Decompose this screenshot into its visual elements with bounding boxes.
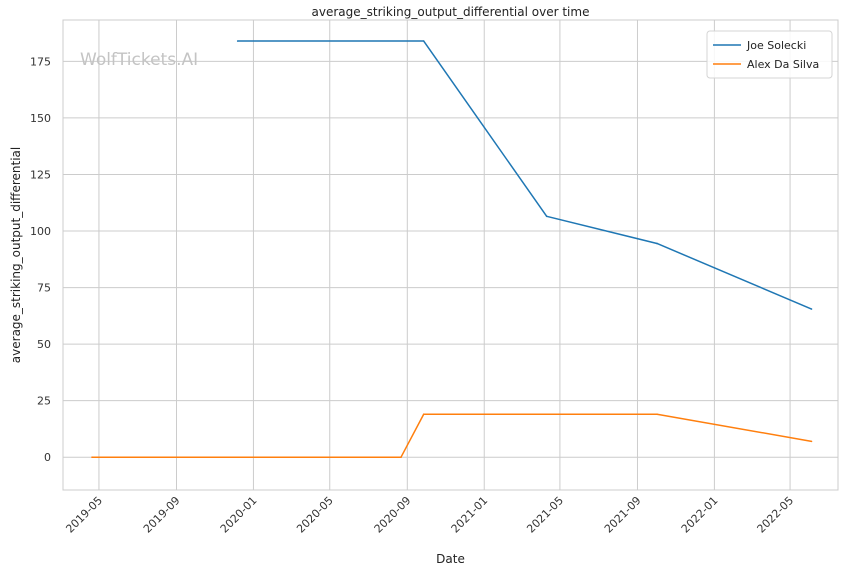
series-line-alex-da-silva — [92, 413, 812, 458]
data-point-alex-da-silva-3 — [656, 413, 658, 416]
legend: Joe Solecki Alex Da Silva — [706, 30, 833, 79]
x-tick-label-2022-05: 2022-05 — [754, 494, 796, 536]
x-axis-title: Date — [436, 552, 465, 566]
data-point-joe-solecki-3 — [656, 242, 658, 245]
plot-frame — [62, 19, 839, 491]
watermark: WolfTickets.AI — [80, 50, 198, 70]
data-point-alex-da-silva-0 — [91, 456, 93, 459]
tick-labels: 2019-05 2019-09 2020-01 2020-05 2020-09 2021-… — [30, 55, 796, 535]
x-tick-label-2021-05: 2021-05 — [524, 494, 566, 536]
data-point-joe-solecki-2 — [545, 215, 548, 218]
y-tick-label-175: 175 — [30, 55, 51, 68]
x-tick-label-2021-01: 2021-01 — [449, 494, 491, 536]
x-tick-label-2020-05: 2020-05 — [294, 494, 336, 536]
x-tick-label-2019-05: 2019-05 — [63, 494, 105, 536]
y-tick-label-0: 0 — [44, 451, 51, 464]
legend-label-joe-solecki: Joe Solecki — [746, 39, 806, 52]
x-tick-label-2022-01: 2022-01 — [679, 494, 721, 536]
grid — [63, 20, 838, 490]
y-axis-title: average_striking_output_differential — [9, 147, 23, 363]
data-point-alex-da-silva-1 — [400, 456, 402, 459]
data-point-alex-da-silva-2 — [422, 413, 425, 416]
y-tick-label-50: 50 — [37, 338, 51, 351]
series-layer — [91, 40, 813, 459]
x-tick-label-2021-09: 2021-09 — [602, 494, 644, 536]
data-point-joe-solecki-0 — [236, 40, 239, 42]
legend-box — [706, 30, 833, 79]
series-line-joe-solecki — [237, 40, 812, 310]
data-point-joe-solecki-4 — [810, 308, 813, 310]
y-tick-label-150: 150 — [30, 112, 51, 125]
y-tick-label-25: 25 — [37, 395, 51, 408]
x-tick-label-2019-09: 2019-09 — [141, 494, 183, 536]
data-point-joe-solecki-1 — [422, 40, 425, 42]
y-tick-label-100: 100 — [30, 225, 51, 238]
x-tick-label-2020-01: 2020-01 — [218, 494, 260, 536]
y-tick-label-75: 75 — [37, 282, 51, 295]
legend-label-alex-da-silva: Alex Da Silva — [747, 58, 819, 71]
x-tick-label-2020-09: 2020-09 — [372, 494, 414, 536]
data-point-alex-da-silva-4 — [810, 440, 813, 443]
y-tick-label-125: 125 — [30, 168, 51, 181]
chart-title: average_striking_output_differential ove… — [312, 5, 590, 19]
